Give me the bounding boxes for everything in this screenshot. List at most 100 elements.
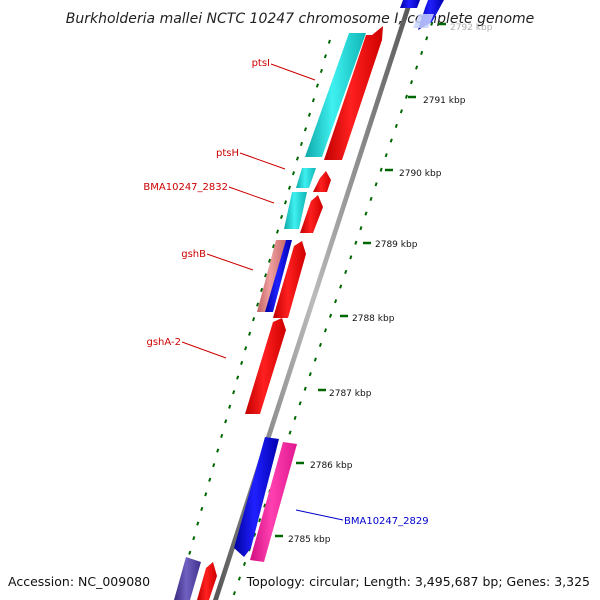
ruler-minor-tick (420, 50, 424, 56)
ruler-minor-tick (364, 211, 368, 216)
gene-feature-top-lightblue (413, 14, 434, 28)
ruler-minor-tick (264, 273, 268, 278)
cds-feature-ptsI[interactable] (324, 26, 383, 160)
gene-feature-gshB-blue[interactable] (265, 240, 292, 312)
ruler-minor-tick (334, 299, 338, 304)
ruler-minor-tick (318, 342, 322, 348)
ruler-minor-tick (315, 83, 319, 88)
ruler-major-ticks (275, 22, 446, 538)
leader-line-ptsI (270, 63, 316, 81)
ruler-minor-tick (232, 390, 236, 395)
ruler-minor-tick (272, 244, 276, 249)
ruler-minor-tick (236, 375, 240, 380)
ruler-minor-tick (425, 36, 429, 41)
ruler-tick-label: 2790 kbp (399, 169, 442, 179)
ruler-minor-tick (323, 328, 328, 333)
ruler-minor-tick (237, 576, 241, 581)
gene-label-ptsI[interactable]: ptsI (252, 58, 270, 69)
ruler-minor-tick (307, 112, 312, 117)
ruler-minor-tick (399, 109, 403, 114)
ruler-minor-tick (283, 200, 288, 205)
ruler-minor-tick (311, 98, 315, 103)
ruler-minor-tick (228, 404, 232, 409)
ruler-minor-tick (303, 386, 307, 391)
ruler-minor-tick (242, 561, 247, 567)
ruler-minor-tick (389, 138, 393, 143)
ruler-minor-tick (344, 269, 348, 275)
leader-line-BMA10247_2832 (228, 186, 275, 204)
ruler-minor-tick (258, 518, 262, 523)
cds-feature-ptsH[interactable] (313, 171, 331, 192)
gene-label-gshA-2[interactable]: gshA-2 (147, 337, 182, 348)
gene-feature-gshB-salmon[interactable] (257, 240, 286, 312)
ruler-minor-tick (192, 536, 196, 541)
ruler-minor-tick (379, 167, 383, 172)
ruler-tick-label: 2789 kbp (375, 240, 418, 250)
ruler-minor-tick (295, 156, 300, 161)
gene-feature-ptsI[interactable] (305, 33, 366, 157)
ruler-minor-tick (275, 229, 280, 234)
gene-feature-top-blue-1[interactable] (400, 0, 420, 8)
ruler-minor-tick (224, 419, 228, 424)
ruler-minor-tick (200, 506, 204, 512)
ruler-tick-label: 2791 kbp (423, 96, 466, 106)
ruler-minor-tick (329, 313, 333, 318)
ruler-minor-tick (291, 171, 296, 176)
chromosome-backbone (213, 0, 413, 600)
leader-line-gshB (206, 253, 254, 271)
ruler-minor-tick (240, 360, 244, 366)
cds-feature-BMA10247_2832[interactable] (300, 195, 323, 233)
gene-feature-BMA10247_2829[interactable] (250, 442, 297, 562)
ruler-minor-tick (293, 415, 297, 421)
ruler-minor-tick (308, 372, 312, 377)
ruler-minor-tick (232, 591, 236, 596)
gene-feature-ptsH[interactable] (296, 168, 316, 188)
ruler-minor-tick (220, 433, 224, 439)
ruler-minor-tick (288, 430, 292, 435)
ruler-minor-tick (349, 255, 353, 260)
gene-feature-bottom-purple[interactable] (174, 557, 201, 600)
genome-summary-label: Topology: circular; Length: 3,495,687 bp… (246, 574, 590, 589)
ruler-minor-tick (404, 94, 409, 99)
ruler-tick-label: 2788 kbp (352, 314, 395, 324)
ruler-minor-tick (319, 68, 323, 74)
ruler-minor-tick (313, 357, 317, 362)
ruler-minor-tick (415, 65, 419, 70)
gene-label-BMA10247_2832[interactable]: BMA10247_2832 (143, 182, 228, 193)
ruler-minor-tick (279, 214, 284, 220)
ruler-minor-tick (339, 284, 343, 289)
gene-feature-BMA10247_2829-blue[interactable] (234, 437, 279, 557)
ruler-minor-tick (354, 240, 358, 245)
ruler-minor-tick (216, 448, 220, 453)
accession-label: Accession: NC_009080 (8, 574, 150, 589)
cds-feature-gshB[interactable] (273, 241, 306, 318)
ruler-minor-tick (252, 317, 256, 322)
ruler-tick-label: 2792 kbp (450, 23, 493, 33)
ruler-minor-tick (208, 477, 212, 482)
ruler-tick-label: 2786 kbp (310, 461, 353, 471)
ruler-minor-tick (374, 182, 378, 187)
gene-label-gshB[interactable]: gshB (181, 249, 206, 260)
ruler-minor-tick (268, 258, 272, 263)
ruler-minor-tick (409, 80, 414, 85)
ruler-minor-tick (430, 21, 434, 26)
ruler-minor-tick (287, 185, 292, 190)
ruler-minor-tick (248, 331, 252, 336)
cds-feature-gshA-2[interactable] (245, 318, 286, 414)
ruler-minor-tick (196, 521, 200, 526)
ruler-minor-tick (359, 226, 363, 231)
ruler-minor-tick (263, 503, 267, 508)
gene-label-ptsH[interactable]: ptsH (216, 148, 239, 159)
gene-label-BMA10247_2829[interactable]: BMA10247_2829 (344, 516, 429, 527)
ruler-minor-tick (244, 346, 248, 351)
gene-feature-BMA10247_2832[interactable] (284, 192, 307, 229)
leader-line-gshA-2 (181, 341, 227, 359)
ruler-minor-tick (212, 463, 216, 468)
ruler-minor-tick (188, 550, 192, 555)
ruler-minor-tick (327, 39, 331, 44)
cds-feature-bottom-red[interactable] (197, 562, 217, 600)
ruler-minor-tick (384, 153, 388, 158)
ruler-minor-tick (394, 123, 398, 129)
ruler-tick-label: 2787 kbp (329, 389, 372, 399)
ruler-minor-tick (253, 532, 257, 537)
